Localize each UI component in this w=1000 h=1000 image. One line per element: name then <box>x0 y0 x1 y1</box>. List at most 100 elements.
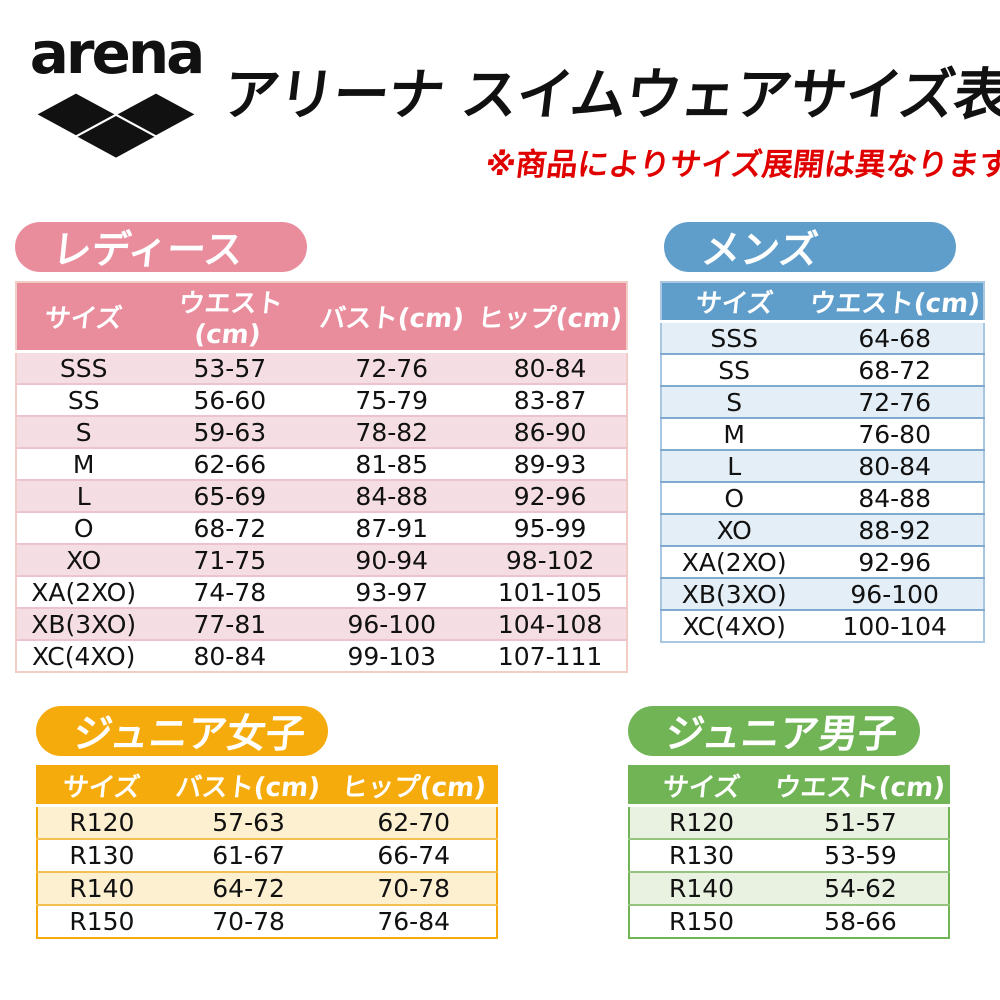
size-variation-note: ※商品によりサイズ展開は異なります。 <box>483 147 1000 183</box>
table-cell: 59-63 <box>150 415 310 448</box>
junior-girls-section: ジュニア女子 サイズ バスト(cm) ヒップ(cm) R120 57-63 62-70 R1… <box>36 706 498 939</box>
table-cell: 88-92 <box>806 513 984 546</box>
table-row: O 84-88 <box>661 481 984 514</box>
table-cell: 57-63 <box>165 805 332 839</box>
table-cell: 76-80 <box>806 417 984 450</box>
page-title: アリーナ スイムウェアサイズ表 <box>219 63 1000 128</box>
table-cell: 84-88 <box>309 479 475 512</box>
column-header-label: バスト(cm) <box>317 304 466 334</box>
table-row: XA(2XO) 74-78 93-97 101-105 <box>16 575 627 608</box>
table-cell: 58-66 <box>773 904 949 938</box>
table-cell: 68-72 <box>806 353 984 386</box>
table-cell: R130 <box>37 838 166 872</box>
arena-diamonds-icon <box>37 93 195 158</box>
column-header-label: ウエスト(cm) <box>177 289 285 350</box>
table-row: SS 56-60 75-79 83-87 <box>16 383 627 416</box>
table-row: XC(4XO) 100-104 <box>661 609 984 642</box>
table-cell: 101-105 <box>474 575 627 608</box>
table-row: R120 57-63 62-70 <box>37 805 497 839</box>
table-row: L 80-84 <box>661 449 984 482</box>
column-header: バスト(cm) <box>165 766 332 807</box>
table-cell: XC(4XO) <box>661 609 807 642</box>
table-cell: M <box>16 447 151 480</box>
table-cell: R120 <box>37 805 166 839</box>
header-row: サイズ バスト(cm) ヒップ(cm) <box>37 766 497 807</box>
table-cell: 89-93 <box>474 447 627 480</box>
table-cell: R130 <box>629 838 773 872</box>
column-header-label: ヒップ(cm) <box>339 773 488 803</box>
table-cell: 107-111 <box>474 639 627 672</box>
table-cell: 70-78 <box>331 871 497 905</box>
table-cell: 98-102 <box>474 543 627 576</box>
table-cell: L <box>16 479 151 512</box>
table-cell: 62-66 <box>150 447 310 480</box>
table-cell: SSS <box>661 321 807 354</box>
column-header: ヒップ(cm) <box>331 766 497 807</box>
column-header: サイズ <box>629 766 773 807</box>
table-row: XC(4XO) 80-84 99-103 107-111 <box>16 639 627 672</box>
column-header-label: サイズ <box>693 289 775 319</box>
table-cell: 90-94 <box>309 543 475 576</box>
column-header: バスト(cm) <box>309 282 475 353</box>
column-header-label: サイズ <box>61 773 142 803</box>
table-cell: XB(3XO) <box>661 577 807 610</box>
table-cell: 100-104 <box>806 609 984 642</box>
column-header-label: バスト(cm) <box>174 773 323 803</box>
table-row: R130 61-67 66-74 <box>37 838 497 872</box>
column-header-label: ウエスト(cm) <box>773 773 947 803</box>
column-header: サイズ <box>661 282 807 323</box>
table-cell: 86-90 <box>474 415 627 448</box>
table-cell: 64-68 <box>806 321 984 354</box>
table-cell: 64-72 <box>165 871 332 905</box>
table-cell: 65-69 <box>150 479 310 512</box>
table-row: R150 58-66 <box>629 904 949 938</box>
table-cell: SS <box>16 383 151 416</box>
table-row: L 65-69 84-88 92-96 <box>16 479 627 512</box>
table-cell: 93-97 <box>309 575 475 608</box>
column-header-label: ヒップ(cm) <box>476 304 624 334</box>
table-cell: 53-59 <box>773 838 949 872</box>
junior-boys-badge-label: ジュニア男子 <box>663 712 900 757</box>
table-cell: 54-62 <box>773 871 949 905</box>
table-cell: R150 <box>37 904 166 938</box>
table-cell: 83-87 <box>474 383 627 416</box>
table-cell: SSS <box>16 351 151 384</box>
table-row: O 68-72 87-91 95-99 <box>16 511 627 544</box>
column-header: サイズ <box>16 282 151 353</box>
junior-girls-badge-label: ジュニア女子 <box>71 712 308 757</box>
junior-boys-size-table: サイズ ウエスト(cm) R120 51-57 R130 53-59 R140 54-62 R1… <box>628 765 950 939</box>
table-row: SSS 64-68 <box>661 321 984 354</box>
table-cell: SS <box>661 353 807 386</box>
table-cell: XO <box>16 543 151 576</box>
table-cell: 96-100 <box>806 577 984 610</box>
junior-girls-badge: ジュニア女子 <box>36 706 328 757</box>
table-cell: XO <box>661 513 807 546</box>
table-cell: 66-74 <box>331 838 497 872</box>
table-row: SS 68-72 <box>661 353 984 386</box>
table-row: R120 51-57 <box>629 805 949 839</box>
table-row: SSS 53-57 72-76 80-84 <box>16 351 627 384</box>
table-cell: S <box>16 415 151 448</box>
table-cell: 80-84 <box>806 449 984 482</box>
arena-wordmark: arena <box>29 19 206 87</box>
table-row: XB(3XO) 96-100 <box>661 577 984 610</box>
column-header-label: サイズ <box>43 304 124 334</box>
table-cell: 87-91 <box>309 511 475 544</box>
table-cell: 72-76 <box>806 385 984 418</box>
table-cell: 80-84 <box>474 351 627 384</box>
table-cell: R120 <box>629 805 773 839</box>
column-header: サイズ <box>37 766 166 807</box>
table-row: R140 64-72 70-78 <box>37 871 497 905</box>
table-cell: S <box>661 385 807 418</box>
table-cell: 80-84 <box>150 639 310 672</box>
table-cell: XB(3XO) <box>16 607 151 640</box>
table-cell: 75-79 <box>309 383 475 416</box>
mens-section: メンズ サイズ ウエスト(cm) SSS 64-68 SS 68-72 S 72-76 M 76-… <box>660 222 985 643</box>
table-row: R140 54-62 <box>629 871 949 905</box>
table-cell: 99-103 <box>309 639 475 672</box>
table-row: S 59-63 78-82 86-90 <box>16 415 627 448</box>
table-cell: R150 <box>629 904 773 938</box>
table-row: XA(2XO) 92-96 <box>661 545 984 578</box>
table-cell: 62-70 <box>331 805 497 839</box>
